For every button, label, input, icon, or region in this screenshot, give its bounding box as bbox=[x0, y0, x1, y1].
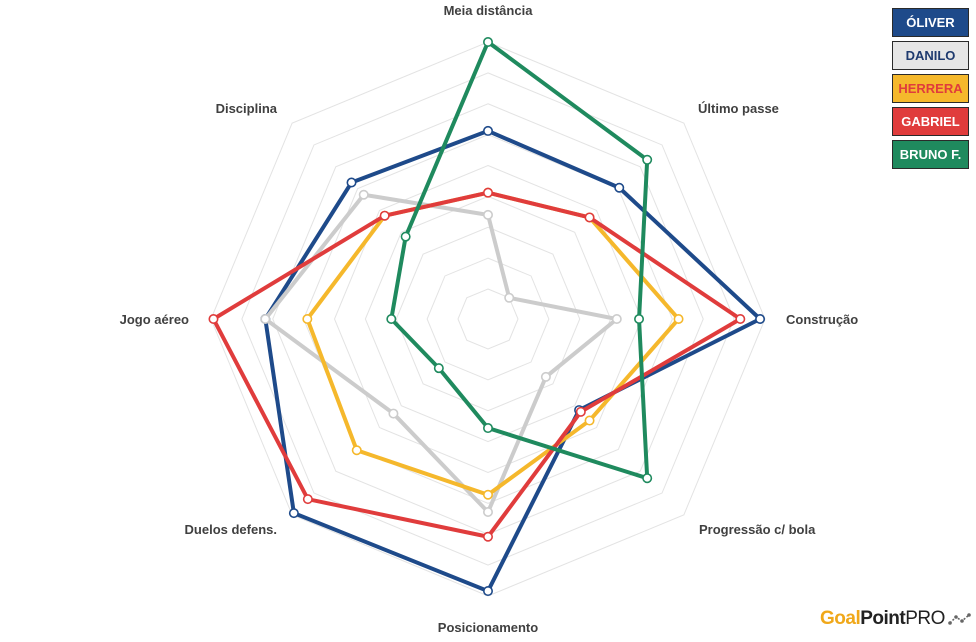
legend-item-bruno[interactable]: BRUNO F. bbox=[892, 140, 969, 169]
data-point[interactable] bbox=[379, 210, 390, 221]
series-danilo bbox=[260, 189, 622, 518]
axis-label: Posicionamento bbox=[438, 620, 538, 635]
goalpoint-logo: Goal Point PRO bbox=[820, 606, 972, 632]
data-point[interactable] bbox=[642, 473, 653, 484]
axis-label: Construção bbox=[786, 312, 858, 327]
data-point[interactable] bbox=[482, 187, 493, 198]
logo-goal: Goal bbox=[820, 608, 861, 629]
data-point[interactable] bbox=[358, 189, 369, 200]
data-point[interactable] bbox=[288, 508, 299, 519]
data-point[interactable] bbox=[673, 313, 684, 324]
data-point[interactable] bbox=[208, 313, 219, 324]
data-point[interactable] bbox=[482, 489, 493, 500]
data-point[interactable] bbox=[482, 36, 493, 47]
grid-ring bbox=[333, 164, 643, 474]
axis-label: Progressão c/ bola bbox=[699, 522, 816, 537]
logo-pro: PRO bbox=[905, 608, 945, 629]
legend-item-oliver[interactable]: ÓLIVER bbox=[892, 8, 969, 37]
grid-ring bbox=[241, 72, 735, 566]
axis-label: Jogo aéreo bbox=[120, 312, 189, 327]
data-point[interactable] bbox=[584, 212, 595, 223]
series-line bbox=[389, 38, 650, 481]
grid-ring bbox=[364, 195, 612, 443]
legend-item-gabriel[interactable]: GABRIEL bbox=[892, 107, 969, 136]
data-point[interactable] bbox=[386, 313, 397, 324]
axis-label: Duelos defens. bbox=[185, 522, 277, 537]
data-point[interactable] bbox=[400, 231, 411, 242]
series--liver bbox=[260, 125, 766, 597]
grid-ring bbox=[457, 288, 519, 350]
data-point[interactable] bbox=[504, 292, 515, 303]
data-point[interactable] bbox=[540, 371, 551, 382]
legend-item-danilo[interactable]: DANILO bbox=[892, 41, 969, 70]
data-point[interactable] bbox=[584, 415, 595, 426]
series-gabriel bbox=[208, 187, 746, 542]
data-point[interactable] bbox=[634, 313, 645, 324]
series-line bbox=[210, 190, 745, 539]
data-point[interactable] bbox=[433, 363, 444, 374]
data-point[interactable] bbox=[575, 406, 586, 417]
axis-label: Último passe bbox=[698, 101, 779, 116]
data-point[interactable] bbox=[482, 423, 493, 434]
grid-ring bbox=[303, 134, 673, 504]
radar-series bbox=[208, 36, 766, 597]
data-point[interactable] bbox=[482, 125, 493, 136]
data-point[interactable] bbox=[346, 177, 357, 188]
data-point[interactable] bbox=[482, 507, 493, 518]
axis-label: Disciplina bbox=[216, 101, 278, 116]
data-point[interactable] bbox=[642, 154, 653, 165]
axis-labels: Meia distância Último passe Construção Prog… bbox=[120, 3, 859, 635]
data-point[interactable] bbox=[614, 182, 625, 193]
data-point[interactable] bbox=[755, 313, 766, 324]
grid-ring bbox=[426, 257, 550, 381]
data-point[interactable] bbox=[482, 531, 493, 542]
logo-graph-icon bbox=[948, 613, 971, 625]
axis-label: Meia distância bbox=[444, 3, 534, 18]
grid-ring bbox=[395, 226, 581, 412]
data-point[interactable] bbox=[302, 313, 313, 324]
legend: ÓLIVER DANILO HERRERA GABRIEL BRUNO F. bbox=[892, 8, 969, 173]
data-point[interactable] bbox=[302, 494, 313, 505]
data-point[interactable] bbox=[611, 313, 622, 324]
legend-item-herrera[interactable]: HERRERA bbox=[892, 74, 969, 103]
logo-point: Point bbox=[860, 608, 906, 629]
data-point[interactable] bbox=[482, 209, 493, 220]
data-point[interactable] bbox=[482, 586, 493, 597]
data-point[interactable] bbox=[735, 313, 746, 324]
data-point[interactable] bbox=[388, 408, 399, 419]
data-point[interactable] bbox=[351, 445, 362, 456]
series-bruno-f bbox=[386, 36, 653, 484]
data-point[interactable] bbox=[260, 313, 271, 324]
